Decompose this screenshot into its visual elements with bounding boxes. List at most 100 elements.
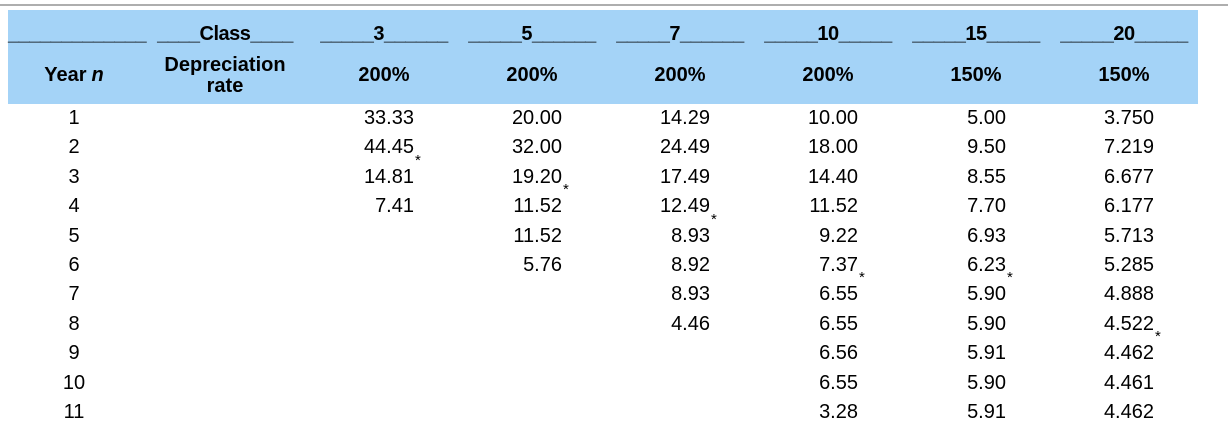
table-row: 1 33.33 20.00 14.29 10.00 5.00 3.750	[8, 104, 1198, 133]
year-cell: 8	[68, 312, 80, 335]
depreciation-value: 9.50	[967, 136, 1006, 159]
depreciation-value: 3.28	[819, 401, 858, 424]
value-cell: 12.49	[606, 192, 754, 221]
value-cell: 4.462	[1050, 398, 1198, 427]
value-cell	[458, 398, 606, 427]
year-cell: 10	[62, 371, 86, 394]
value-cell	[310, 222, 458, 251]
depreciation-value: 17.49	[659, 165, 710, 188]
value-cell: 9.50	[902, 133, 1050, 162]
year-cell: 4	[68, 195, 80, 218]
value-cell: 4.888	[1050, 280, 1198, 309]
depreciation-value: 10.00	[807, 107, 858, 129]
rate-class-3: 200%	[310, 47, 458, 104]
value-cell	[310, 398, 458, 427]
depreciation-value: 19.20	[511, 165, 562, 188]
depreciation-value: 6.55	[819, 312, 858, 335]
value-cell: 3.28	[754, 398, 902, 427]
depreciation-value: 5.76	[523, 254, 562, 277]
year-cell: 2	[68, 136, 80, 159]
value-cell: 8.92	[606, 251, 754, 280]
value-cell	[310, 339, 458, 368]
value-cell: 17.49	[606, 163, 754, 192]
value-cell: 8.93 *	[606, 210, 754, 251]
header-class-row: _____________ ____Class____ _____3______…	[8, 10, 1198, 47]
year-column-underline: _____________	[8, 10, 147, 47]
depreciation-value: 6.56	[819, 342, 858, 365]
depreciation-value: 6.55	[819, 371, 858, 394]
value-cell: 7.37	[754, 251, 902, 280]
depreciation-value: 5.713	[1103, 224, 1154, 247]
depreciation-value: 44.45	[363, 136, 414, 159]
footnote-asterisk: *	[859, 269, 865, 287]
depreciation-rate-header: Depreciation rate	[140, 47, 310, 104]
class-20-header: _____20_____	[1050, 10, 1198, 47]
table-row: 6 5.76 8.92 7.37 6.23 5.285	[8, 251, 1198, 280]
depreciation-value: 20.00	[511, 107, 562, 129]
value-cell	[310, 369, 458, 398]
value-cell: 14.40	[754, 163, 902, 192]
value-cell: 7.219	[1050, 133, 1198, 162]
value-cell: 33.33	[310, 104, 458, 133]
year-cell: 9	[68, 342, 80, 365]
depreciation-rate-cell	[140, 104, 310, 133]
depreciation-rate-cell	[140, 398, 310, 427]
value-cell: 9.22	[754, 222, 902, 251]
year-cell: 3	[68, 165, 80, 188]
class-10-header: _____10_____	[754, 10, 902, 47]
depreciation-value: 5.00	[967, 107, 1006, 129]
depreciation-value: 4.888	[1103, 283, 1154, 306]
value-cell	[458, 339, 606, 368]
value-cell: 5.713	[1050, 222, 1198, 251]
class-3-header: _____3______	[310, 10, 458, 47]
value-cell: 20.00	[458, 104, 606, 133]
depreciation-value: 7.70	[967, 195, 1006, 218]
rate-class-10: 200%	[754, 47, 902, 104]
depreciation-value: 5.91	[967, 401, 1006, 424]
depreciation-value: 14.40	[807, 165, 858, 188]
value-cell: 4.461	[1050, 369, 1198, 398]
table-row: 11 3.28 5.91 4.462	[8, 398, 1198, 427]
value-cell	[458, 369, 606, 398]
depreciation-value: 6.677	[1103, 165, 1154, 188]
depreciation-value: 14.29	[659, 107, 710, 129]
depreciation-value: 6.93	[967, 224, 1006, 247]
footnote-asterisk: *	[1155, 328, 1161, 346]
depreciation-value: 32.00	[511, 136, 562, 159]
depreciation-value: 5.90	[967, 312, 1006, 335]
depreciation-value: 8.93	[671, 283, 710, 306]
depreciation-value: 24.49	[659, 136, 710, 159]
depreciation-rate-cell	[140, 133, 310, 162]
depreciation-value: 4.522	[1103, 312, 1154, 335]
value-cell: 3.750	[1050, 104, 1198, 133]
depreciation-rate-cell	[140, 310, 310, 339]
value-cell: 6.177	[1050, 192, 1198, 221]
depreciation-value: 3.750	[1103, 107, 1154, 129]
year-cell: 7	[68, 283, 80, 306]
macrs-depreciation-table: _____________ ____Class____ _____3______…	[8, 10, 1198, 427]
top-divider-line	[0, 4, 1228, 6]
value-cell: 6.23	[902, 251, 1050, 280]
year-cell: 6	[68, 254, 80, 277]
value-cell: 10.00	[754, 104, 902, 133]
value-cell: 6.677	[1050, 163, 1198, 192]
value-cell: 5.90	[902, 310, 1050, 339]
depreciation-value: 11.52	[513, 224, 562, 247]
value-cell	[310, 310, 458, 339]
value-cell	[606, 339, 754, 368]
depreciation-value: 11.52 *	[513, 181, 569, 218]
value-cell: 8.93	[606, 280, 754, 309]
depreciation-value: 6.23	[967, 254, 1006, 277]
depreciation-rate-cell	[140, 192, 310, 221]
table-row: 4 7.41 11.52 * 12.49 11.52 7.70 6.177	[8, 181, 1198, 221]
depreciation-value: 7.219	[1103, 136, 1154, 159]
header-rate-row: Year n Depreciation rate 200% 200% 200% 2…	[8, 47, 1198, 104]
depreciation-value: 7.37	[819, 254, 858, 277]
table-row: 3 14.81 * 19.20 17.49 14.40 8.55 6.677	[8, 153, 1198, 192]
value-cell	[458, 310, 606, 339]
value-cell: 5.285	[1050, 251, 1198, 280]
depreciation-value: 8.93 *	[671, 210, 717, 247]
footnote-asterisk: *	[1007, 269, 1013, 287]
class-5-header: _____5______	[458, 10, 606, 47]
depreciation-value: 9.22	[819, 224, 858, 247]
